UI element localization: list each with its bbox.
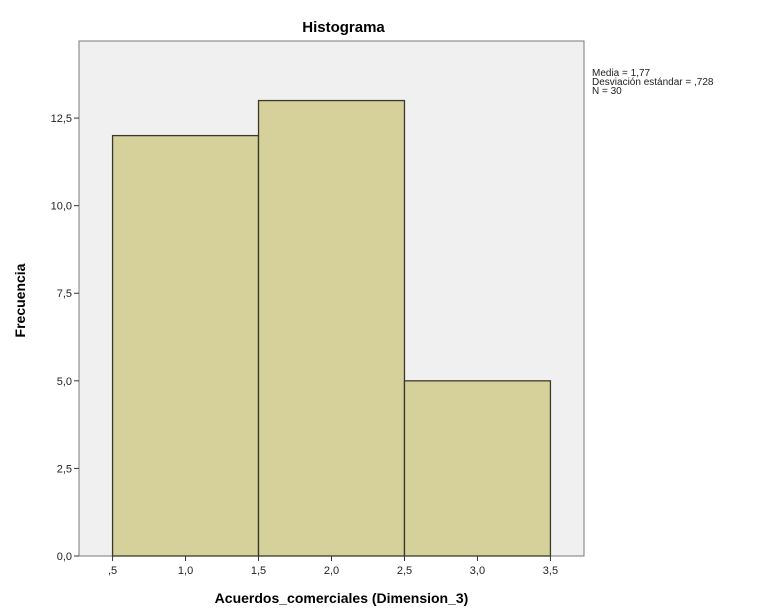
summary-statistics: Media = 1,77 Desviación estándar = ,728 … <box>592 68 714 97</box>
x-tick-label-4: 2,5 <box>397 565 412 577</box>
histogram-bar-1 <box>111 134 260 557</box>
stats-std-dev: Desviación estándar = ,728 <box>592 77 714 88</box>
stats-n: N = 30 <box>592 86 622 97</box>
y-tick-label-2: 5,0 <box>57 376 72 388</box>
histogram-bar-3 <box>403 380 552 557</box>
x-tick-label-5: 3,0 <box>470 565 485 577</box>
y-tick-label-3: 7,5 <box>57 288 72 300</box>
y-axis: 0,0 2,5 5,0 7,5 10,0 12,5 <box>51 113 79 563</box>
y-tick-label-4: 10,0 <box>51 201 72 213</box>
y-tick-label-1: 2,5 <box>57 463 72 475</box>
x-axis-title: Acuerdos_comerciales (Dimension_3) <box>215 590 469 606</box>
x-axis: ,5 1,0 1,5 2,0 2,5 3,0 3,5 <box>108 556 558 577</box>
bars-group <box>111 99 552 557</box>
y-axis-title: Frecuencia <box>12 263 28 337</box>
stats-mean: Media = 1,77 <box>592 68 651 79</box>
x-tick-label-0: ,5 <box>108 565 117 577</box>
x-tick-label-3: 2,0 <box>324 565 339 577</box>
y-tick-label-5: 12,5 <box>51 113 72 125</box>
histogram-bar-2 <box>257 99 406 557</box>
x-tick-label-6: 3,5 <box>543 565 558 577</box>
y-tick-label-0: 0,0 <box>57 551 72 563</box>
x-tick-label-1: 1,0 <box>178 565 193 577</box>
chart-title: Histograma <box>302 19 385 36</box>
x-tick-label-2: 1,5 <box>251 565 266 577</box>
